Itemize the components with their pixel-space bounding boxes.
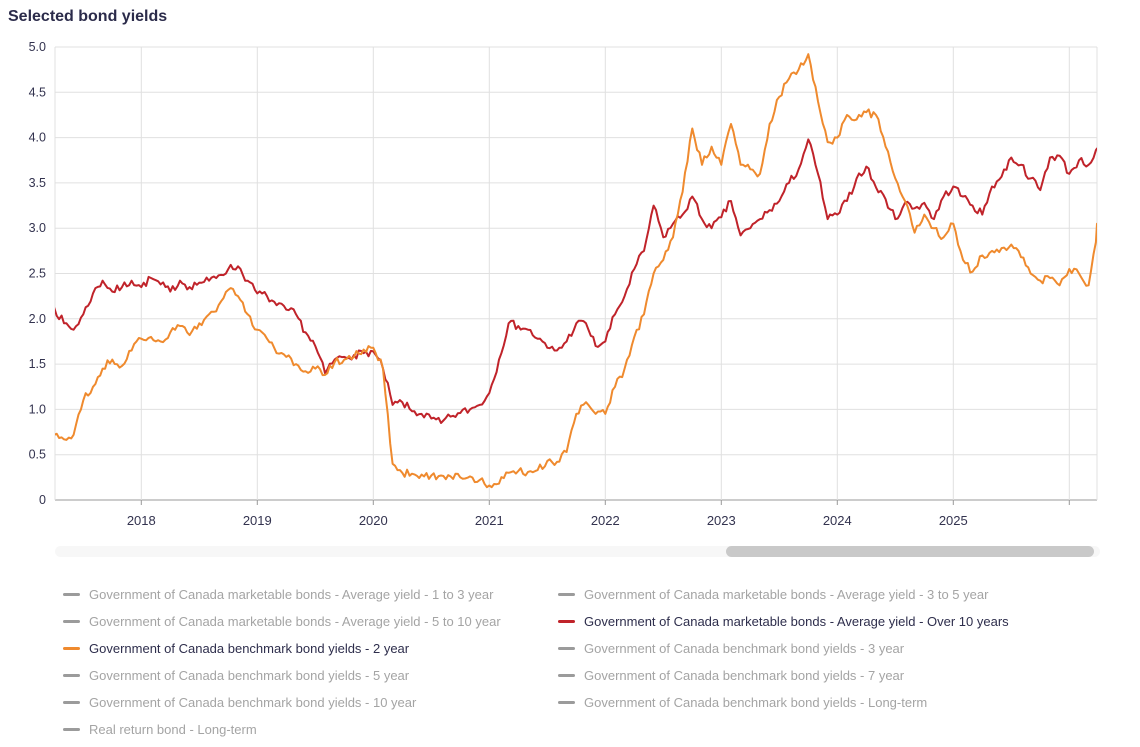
legend-item[interactable]: Government of Canada marketable bonds - … [63,608,543,635]
legend-item-label: Government of Canada benchmark bond yiel… [89,695,417,710]
legend-item[interactable]: Government of Canada benchmark bond yiel… [558,689,1098,716]
x-axis-label: 2021 [475,513,504,528]
legend-item-label: Real return bond - Long-term [89,722,257,737]
y-axis-label: 1.0 [29,402,46,416]
y-axis-label: 0 [39,493,46,507]
chart-title: Selected bond yields [8,8,168,25]
x-axis-label: 2022 [591,513,620,528]
legend-line-icon [63,701,80,704]
legend-item[interactable]: Government of Canada benchmark bond yiel… [63,662,543,689]
legend-line-icon [63,593,80,596]
legend-item-label: Government of Canada benchmark bond yiel… [89,641,410,656]
legend-line-icon [63,674,80,677]
y-axis-label: 3.5 [29,176,46,190]
x-axis-label: 2025 [939,513,968,528]
x-axis-label: 2018 [127,513,156,528]
legend-column-right: Government of Canada marketable bonds - … [558,581,1098,716]
legend-item[interactable]: Government of Canada marketable bonds - … [558,581,1098,608]
y-axis-label: 1.5 [29,357,46,371]
legend-item[interactable]: Government of Canada marketable bonds - … [558,608,1098,635]
series-line-over-10-years [55,138,1097,424]
x-axis-label: 2023 [707,513,736,528]
legend-line-icon [558,647,575,650]
y-axis-label: 2.0 [29,312,46,326]
chart-scrollbar-thumb[interactable] [726,546,1094,557]
bond-yields-chart[interactable]: 0 0.5 1.0 1.5 2.0 2.5 3.0 3.5 4.0 4.5 5.0 2018 2019 2… [0,0,1140,540]
legend-item-label: Government of Canada marketable bonds - … [89,614,501,629]
y-axis-label: 4.0 [29,131,46,145]
legend-item-label: Government of Canada marketable bonds - … [584,587,989,602]
legend-line-icon [558,701,575,704]
legend-line-icon [558,593,575,596]
legend-column-left: Government of Canada marketable bonds - … [63,581,543,743]
legend-item-label: Government of Canada benchmark bond yiel… [584,668,905,683]
legend-line-icon [558,620,575,623]
legend-line-icon [558,674,575,677]
legend-item[interactable]: Government of Canada benchmark bond yiel… [558,635,1098,662]
legend-item-label: Government of Canada marketable bonds - … [89,587,494,602]
x-axis-label: 2024 [823,513,852,528]
y-axis-label: 5.0 [29,40,46,54]
legend-item[interactable]: Real return bond - Long-term [63,716,543,743]
chart-scrollbar-track[interactable] [55,546,1100,557]
y-axis-label: 3.0 [29,221,46,235]
x-axis-label: 2019 [243,513,272,528]
legend-line-icon [63,647,80,650]
legend-line-icon [63,620,80,623]
y-axis-label: 4.5 [29,85,46,99]
legend-item-label: Government of Canada benchmark bond yiel… [89,668,410,683]
legend-item[interactable]: Government of Canada benchmark bond yiel… [63,635,543,662]
legend-item[interactable]: Government of Canada benchmark bond yiel… [63,689,543,716]
legend-item-label: Government of Canada benchmark bond yiel… [584,641,905,656]
y-axis-label: 0.5 [29,448,46,462]
series-line-2-year [55,53,1097,489]
legend-item[interactable]: Government of Canada marketable bonds - … [63,581,543,608]
legend-item-label: Government of Canada benchmark bond yiel… [584,695,928,710]
legend-item[interactable]: Government of Canada benchmark bond yiel… [558,662,1098,689]
legend-line-icon [63,728,80,731]
y-axis-label: 2.5 [29,267,46,281]
x-axis-label: 2020 [359,513,388,528]
legend-item-label: Government of Canada marketable bonds - … [584,614,1009,629]
